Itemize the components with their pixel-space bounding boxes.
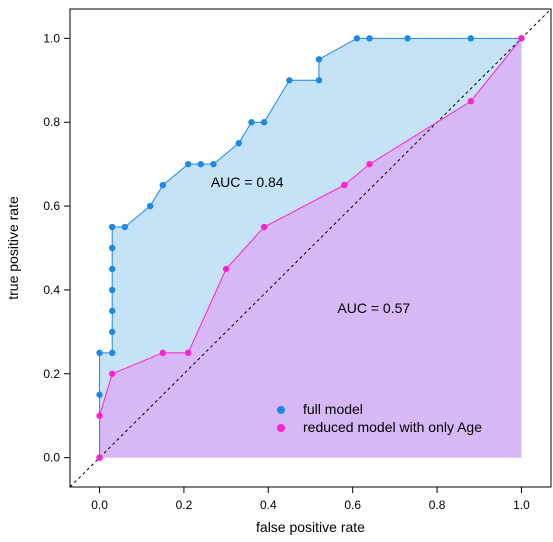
legend-label-reduced-model: reduced model with only Age xyxy=(303,419,482,435)
full-model-point xyxy=(108,328,116,336)
reduced-model-point xyxy=(467,98,475,105)
x-tick-label: 0.4 xyxy=(260,498,277,512)
full-model-point xyxy=(159,181,167,189)
full-model-point xyxy=(248,119,255,126)
full-model-point xyxy=(184,160,192,168)
x-tick-label: 0.2 xyxy=(176,498,193,512)
full-model-point xyxy=(404,35,411,42)
y-tick-label: 0.8 xyxy=(43,115,60,129)
full-model-point xyxy=(197,160,204,168)
full-model-point xyxy=(108,223,116,231)
reduced-model-point xyxy=(96,454,103,461)
reduced-model-point xyxy=(518,35,525,42)
x-tick-label: 1.0 xyxy=(513,498,530,512)
diagonal-reference-line xyxy=(69,8,552,488)
full-model-point xyxy=(108,286,116,294)
legend: full model reduced model with only Age xyxy=(277,401,482,435)
full-model-point xyxy=(260,119,268,126)
full-model-point xyxy=(108,349,116,357)
reduced-model-point xyxy=(96,412,103,419)
reduced-model-point xyxy=(222,265,230,273)
full-model-point xyxy=(315,77,323,84)
full-model-point xyxy=(315,56,323,63)
auc-annotation-full: AUC = 0.84 xyxy=(211,174,284,190)
full-model-point xyxy=(235,139,242,147)
full-model-point xyxy=(467,35,475,42)
reduced-model-point xyxy=(184,349,192,357)
y-tick-label: 0.2 xyxy=(43,367,60,381)
y-axis-title: true positive rate xyxy=(5,196,21,300)
full-model-point xyxy=(108,244,116,252)
reduced-model-point xyxy=(366,160,373,168)
x-axis: 0.0 0.2 0.4 0.6 0.8 1.0 xyxy=(91,487,530,512)
reduced-model-point xyxy=(341,181,348,189)
reduced-model-point xyxy=(260,223,268,231)
x-tick-label: 0.6 xyxy=(344,498,361,512)
y-tick-label: 0.6 xyxy=(43,199,60,213)
y-axis: 0.0 0.2 0.4 0.6 0.8 1.0 xyxy=(43,31,70,465)
reduced-model-point xyxy=(108,370,116,377)
x-tick-label: 0.0 xyxy=(91,498,108,512)
full-model-point xyxy=(108,307,116,315)
full-model-point xyxy=(286,77,293,84)
full-model-point xyxy=(210,160,217,168)
y-tick-label: 1.0 xyxy=(43,31,60,45)
full-model-point xyxy=(146,202,154,210)
auc-annotation-reduced: AUC = 0.57 xyxy=(337,300,410,316)
x-tick-label: 0.8 xyxy=(429,498,446,512)
series-layer xyxy=(96,35,525,461)
full-model-point xyxy=(366,35,373,42)
y-tick-label: 0.0 xyxy=(43,451,60,465)
full-model-point xyxy=(121,223,129,231)
full-model-point xyxy=(96,391,103,398)
full-model-point xyxy=(353,35,361,42)
x-axis-title: false positive rate xyxy=(256,519,365,535)
plot-frame xyxy=(69,8,552,488)
y-tick-label: 0.4 xyxy=(43,283,60,297)
full-model-point xyxy=(108,265,116,273)
full-model-point xyxy=(96,349,103,357)
legend-marker-reduced-model xyxy=(277,424,285,432)
legend-label-full-model: full model xyxy=(303,401,363,417)
reduced-model-point xyxy=(159,349,167,357)
legend-marker-full-model xyxy=(277,406,285,414)
